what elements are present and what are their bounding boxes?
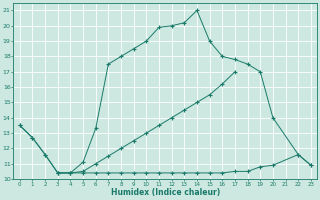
X-axis label: Humidex (Indice chaleur): Humidex (Indice chaleur) — [111, 188, 220, 197]
